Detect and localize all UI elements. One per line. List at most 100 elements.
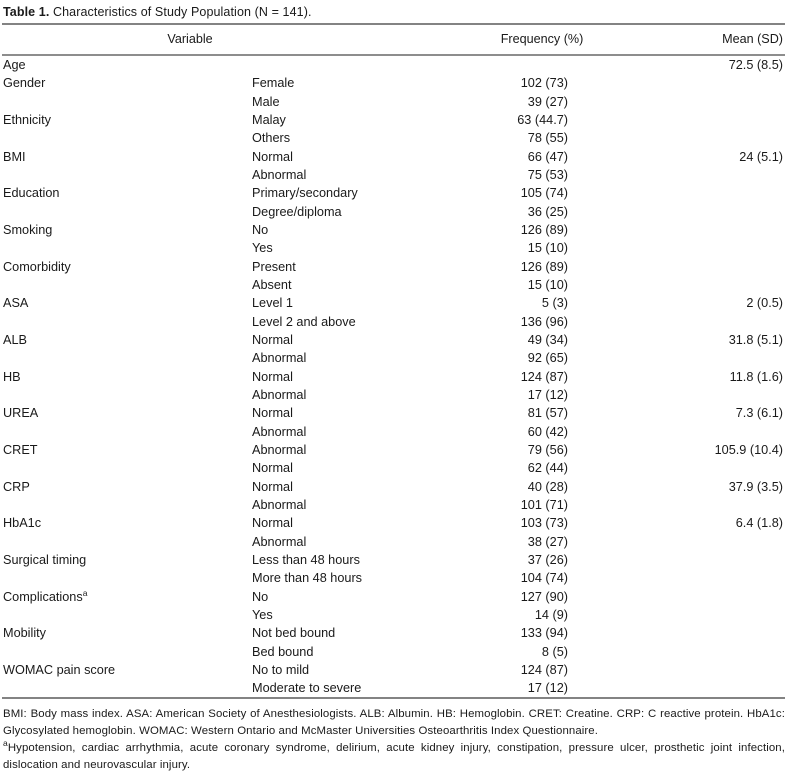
mean-cell: 105.9 (10.4) xyxy=(714,442,783,457)
mean-cell: 11.8 (1.6) xyxy=(729,369,783,384)
table-row: Smoking No 126 (89) xyxy=(2,221,785,239)
mean-cell xyxy=(568,679,785,697)
variable-cell xyxy=(2,276,252,294)
frequency-cell: 49 (34) xyxy=(527,332,568,347)
table-row: Yes 15 (10) xyxy=(2,239,785,257)
frequency-cell: 75 (53) xyxy=(527,167,568,182)
variable-cell: Complicationsa xyxy=(3,587,88,604)
table-row: Normal 62 (44) xyxy=(2,459,785,477)
variable-cell: BMI xyxy=(3,149,26,164)
abbreviations-note: BMI: Body mass index. ASA: American Soci… xyxy=(3,708,785,738)
table-caption: Characteristics of Study Population (N =… xyxy=(53,5,312,19)
frequency-cell: 37 (26) xyxy=(527,552,568,567)
variable-cell: HbA1c xyxy=(3,516,42,531)
variable-cell: ASA xyxy=(3,296,29,311)
table-row: Comorbidity Present 126 (89) xyxy=(2,258,785,276)
table-header-rule xyxy=(2,54,785,56)
category-cell: Abnormal xyxy=(252,442,307,457)
variable-cell: Comorbidity xyxy=(3,259,71,274)
mean-cell xyxy=(568,184,785,202)
frequency-cell: 36 (25) xyxy=(527,204,568,219)
variable-cell: Age xyxy=(3,58,26,72)
variable-cell xyxy=(2,643,252,661)
variable-cell: ALB xyxy=(3,332,27,347)
category-cell: Less than 48 hours xyxy=(252,552,360,567)
category-cell: Degree/diploma xyxy=(252,204,342,219)
category-cell: Absent xyxy=(252,277,292,292)
frequency-cell: 81 (57) xyxy=(527,406,568,421)
table-row: CRP Normal 40 (28) 37.9 (3.5) xyxy=(2,478,785,496)
category-cell: Level 2 and above xyxy=(252,314,356,329)
variable-cell: Smoking xyxy=(3,222,53,237)
mean-cell xyxy=(568,661,785,679)
variable-cell xyxy=(2,239,252,257)
mean-cell xyxy=(568,203,785,221)
variable-cell xyxy=(2,93,252,111)
footnote-marker-a: a xyxy=(3,738,8,749)
category-cell: No xyxy=(252,589,269,604)
frequency-cell: 126 (89) xyxy=(520,259,568,274)
frequency-cell: 17 (12) xyxy=(527,681,568,696)
table-row: ALB Normal 49 (34) 31.8 (5.1) xyxy=(2,331,785,349)
frequency-cell: 102 (73) xyxy=(520,76,568,91)
category-cell: No xyxy=(252,222,269,237)
frequency-cell: 60 (42) xyxy=(527,424,568,439)
frequency-cell: 101 (71) xyxy=(520,497,568,512)
category-cell: Male xyxy=(252,94,280,109)
table-row: Yes 14 (9) xyxy=(2,606,785,624)
mean-cell xyxy=(568,496,785,514)
table-bottom-rule xyxy=(2,697,785,700)
category-cell: Level 1 xyxy=(252,296,293,311)
variable-cell: Surgical timing xyxy=(3,552,87,567)
table-row: ASA Level 1 5 (3) 2 (0.5) xyxy=(2,294,785,312)
mean-cell xyxy=(568,111,785,129)
frequency-cell: 62 (44) xyxy=(527,461,568,476)
table-row: UREA Normal 81 (57) 7.3 (6.1) xyxy=(2,404,785,422)
category-cell: Yes xyxy=(252,241,273,256)
frequency-cell: 126 (89) xyxy=(520,222,568,237)
category-cell: Abnormal xyxy=(252,167,307,182)
table-row: Education Primary/secondary 105 (74) xyxy=(2,184,785,202)
category-cell: Present xyxy=(252,259,296,274)
variable-cell xyxy=(2,606,252,624)
table-row: Abnormal 101 (71) xyxy=(2,496,785,514)
variable-cell: CRP xyxy=(3,479,30,494)
table-row: Degree/diploma 36 (25) xyxy=(2,203,785,221)
table-row: Bed bound 8 (5) xyxy=(2,643,785,661)
category-cell: Abnormal xyxy=(252,351,307,366)
mean-cell xyxy=(568,93,785,111)
category-cell xyxy=(252,56,438,74)
column-header-variable: Variable xyxy=(167,32,213,46)
frequency-cell: 133 (94) xyxy=(520,626,568,641)
variable-cell xyxy=(2,129,252,147)
category-cell: Normal xyxy=(252,369,293,384)
mean-cell xyxy=(568,606,785,624)
frequency-cell: 39 (27) xyxy=(527,94,568,109)
table-footnotes: BMI: Body mass index. ASA: American Soci… xyxy=(2,706,785,774)
mean-cell xyxy=(568,221,785,239)
table-row: Level 2 and above 136 (96) xyxy=(2,313,785,331)
variable-cell xyxy=(2,569,252,587)
category-cell: Malay xyxy=(252,112,286,127)
table-row: Male 39 (27) xyxy=(2,93,785,111)
mean-cell xyxy=(568,423,785,441)
category-cell: Yes xyxy=(252,607,273,622)
mean-cell xyxy=(568,349,785,367)
category-cell: Normal xyxy=(252,516,293,531)
category-cell: Abnormal xyxy=(252,424,307,439)
mean-cell xyxy=(568,239,785,257)
mean-cell xyxy=(568,386,785,404)
frequency-cell: 103 (73) xyxy=(520,516,568,531)
table-body: Age 72.5 (8.5) Gender Female 102 (73) Ma… xyxy=(2,56,785,697)
mean-cell xyxy=(568,459,785,477)
variable-cell xyxy=(2,349,252,367)
frequency-cell: 14 (9) xyxy=(534,607,568,622)
frequency-cell: 15 (10) xyxy=(527,241,568,256)
frequency-cell: 124 (87) xyxy=(520,369,568,384)
mean-cell xyxy=(568,533,785,551)
mean-cell xyxy=(568,166,785,184)
table-row: HB Normal 124 (87) 11.8 (1.6) xyxy=(2,368,785,386)
mean-cell xyxy=(568,588,785,606)
table-row: Abnormal 17 (12) xyxy=(2,386,785,404)
